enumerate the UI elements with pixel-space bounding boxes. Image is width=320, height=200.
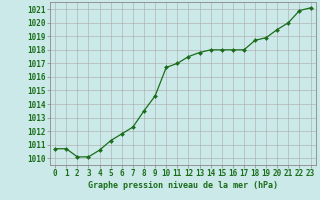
X-axis label: Graphe pression niveau de la mer (hPa): Graphe pression niveau de la mer (hPa)	[88, 181, 278, 190]
